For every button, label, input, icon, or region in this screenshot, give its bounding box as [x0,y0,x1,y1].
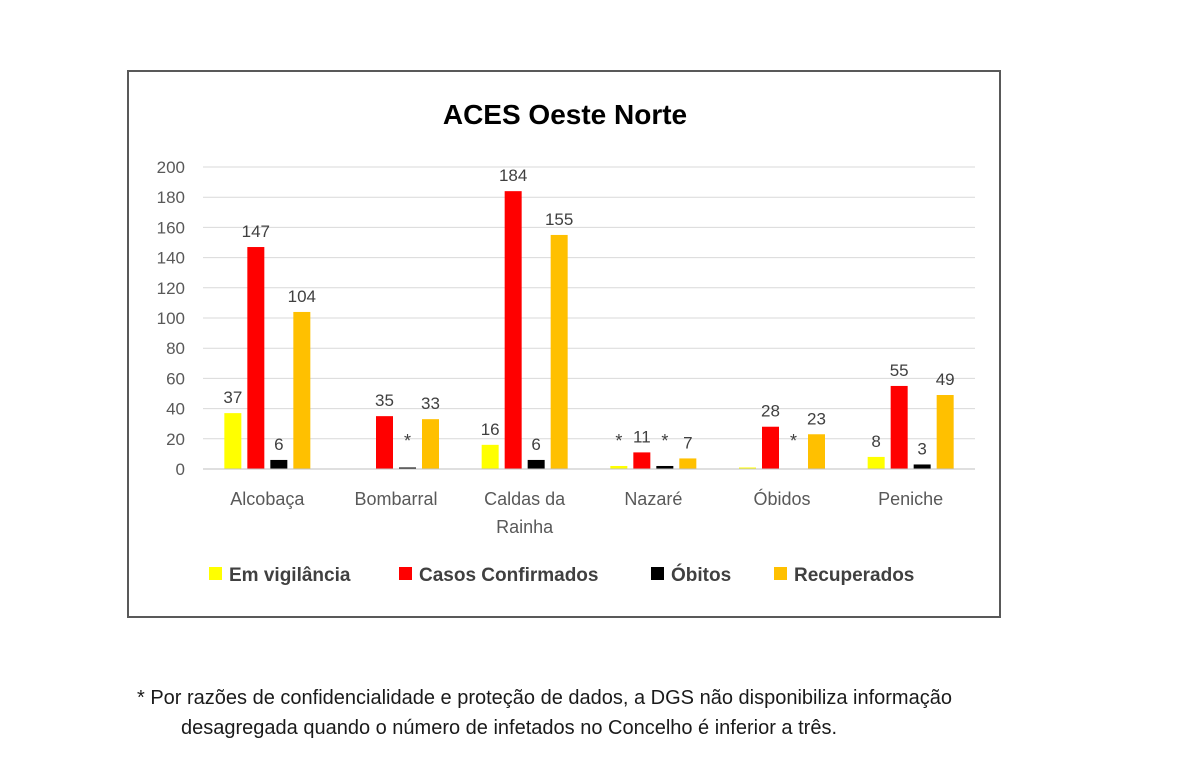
bar [633,452,651,469]
bar [762,426,779,469]
data-label: 3 [917,439,926,458]
legend-swatch [774,567,787,580]
data-label: 11 [633,427,651,446]
bar [936,395,954,469]
data-label: 184 [499,166,527,185]
bar [481,444,499,469]
y-tick-label: 200 [157,158,185,177]
data-label: 49 [936,370,955,389]
data-label: 37 [223,388,242,407]
legend-swatch [651,567,664,580]
footnote-line-2: desagregada quando o número de infetados… [181,717,838,739]
y-tick-label: 80 [166,339,185,358]
x-tick-label: Alcobaça [230,489,305,509]
data-label: * [615,431,622,451]
bar [739,467,756,469]
y-tick-label: 160 [157,218,185,237]
bar [550,234,568,469]
chart-title: ACES Oeste Norte [443,99,687,130]
data-label: 33 [421,394,440,413]
y-tick-label: 40 [166,400,185,419]
data-label: 7 [683,433,692,452]
x-tick-label: Rainha [496,517,554,537]
bar [399,467,416,469]
data-label: * [790,431,797,451]
legend-label: Casos Confirmados [419,565,598,586]
bar [913,464,931,469]
y-tick-label: 180 [157,188,185,207]
bar [890,385,908,469]
y-tick-label: 0 [176,460,185,479]
data-label: 23 [807,409,826,428]
legend-swatch [209,567,222,580]
x-tick-label: Bombarral [354,489,437,509]
bar [656,465,674,469]
x-tick-label: Peniche [878,489,943,509]
bar [808,434,825,469]
legend-swatch [399,567,412,580]
y-tick-label: 140 [157,249,185,268]
bar [610,465,628,469]
footnote-line-1: * Por razões de confidencialidade e prot… [137,687,952,709]
y-tick-label: 20 [166,430,185,449]
y-tick-label: 120 [157,279,185,298]
data-label: 6 [274,435,283,454]
x-tick-label: Nazaré [624,489,682,509]
data-label: 55 [890,361,909,380]
x-tick-label: Caldas da [484,489,566,509]
bar [679,458,697,469]
data-label: 6 [531,435,540,454]
chart-frame: ACES Oeste Norte 37 147 6 104 35 * 33 16 184 6 155… [127,70,1001,618]
data-label: * [404,431,411,451]
bar [224,413,242,469]
bar [527,459,545,469]
bar [422,419,439,469]
bar-chart: ACES Oeste Norte 37147610435*33161846155… [157,99,975,586]
bar [293,311,311,469]
bar [376,416,393,469]
bar [270,459,288,469]
data-label: 155 [545,210,573,229]
data-label: * [661,431,668,451]
legend-label: Em vigilância [229,565,351,586]
x-tick-label: Óbidos [753,488,810,509]
legend-label: Recuperados [794,565,914,586]
y-tick-label: 100 [157,309,185,328]
data-label: 8 [871,432,880,451]
data-label: 16 [481,420,500,439]
bar [247,247,265,469]
data-label: 104 [288,287,316,306]
bar [867,456,885,469]
legend-label: Óbitos [671,564,731,586]
data-label: 147 [242,222,270,241]
bar [504,191,522,469]
data-label: 35 [375,391,394,410]
y-tick-label: 60 [166,369,185,388]
data-label: 28 [761,402,780,421]
